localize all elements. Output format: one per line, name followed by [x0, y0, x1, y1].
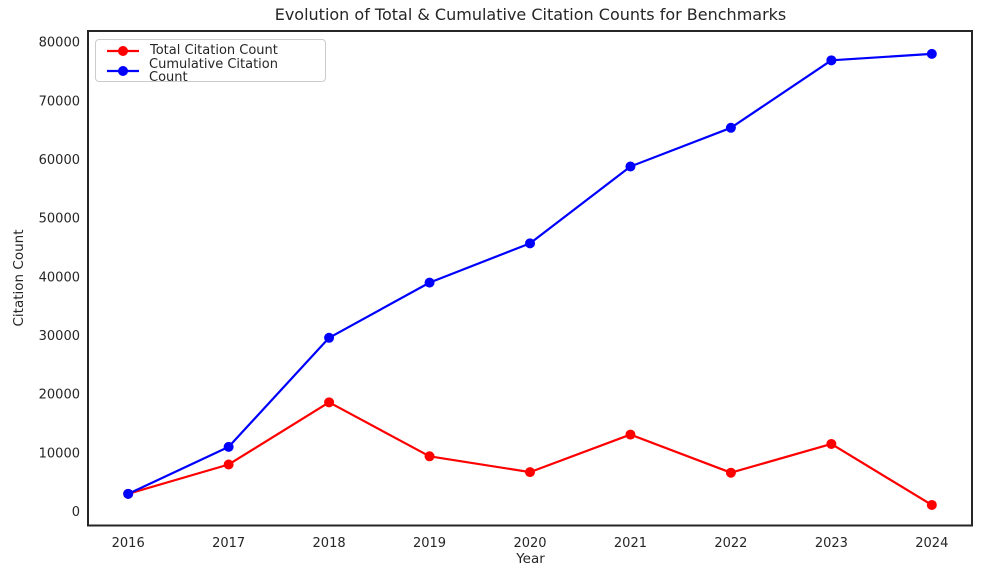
- data-point-marker: [223, 459, 234, 470]
- y-tick-label: 80000: [39, 36, 80, 51]
- data-point-marker: [424, 277, 435, 288]
- y-axis-label: Citation Count: [11, 229, 27, 327]
- legend-item-cumulative: Cumulative Citation Count: [105, 58, 316, 84]
- legend-label-total: Total Citation Count: [150, 43, 278, 58]
- data-point-marker: [525, 467, 535, 478]
- data-point-marker: [725, 122, 736, 133]
- x-tick-label: 2019: [413, 536, 446, 551]
- plot-frame: [87, 30, 973, 527]
- x-tick-label: 2024: [915, 536, 948, 551]
- x-axis-label: Year: [516, 551, 545, 567]
- data-point-marker: [123, 488, 134, 499]
- data-point-marker: [625, 161, 636, 172]
- data-point-marker: [424, 451, 435, 462]
- legend-item-total: Total Citation Count: [105, 44, 316, 57]
- series-line-total: [127, 401, 933, 507]
- y-tick-label: 40000: [39, 270, 80, 285]
- y-tick-label: 0: [72, 505, 80, 520]
- x-tick-label: 2022: [714, 536, 747, 551]
- data-point-marker: [625, 429, 636, 440]
- y-tick-label: 10000: [39, 446, 80, 461]
- y-tick-label: 50000: [39, 212, 80, 227]
- data-point-marker: [223, 441, 234, 452]
- chart-title: Evolution of Total & Cumulative Citation…: [274, 5, 787, 24]
- data-point-marker: [324, 332, 335, 343]
- data-point-marker: [324, 397, 335, 408]
- legend-line-marker-red-icon: [107, 45, 139, 56]
- x-tick-label: 2016: [112, 536, 145, 551]
- data-point-marker: [926, 499, 937, 510]
- legend: Total Citation Count Cumulative Citation…: [95, 39, 326, 84]
- y-tick-label: 70000: [39, 94, 80, 109]
- y-tick-label: 60000: [39, 153, 80, 168]
- legend-line-marker-blue-icon: [107, 66, 139, 76]
- data-point-marker: [826, 55, 837, 66]
- x-tick-label: 2023: [815, 536, 848, 551]
- data-point-marker: [926, 48, 937, 59]
- x-tick-label: 2017: [212, 536, 245, 551]
- y-tick-label: 30000: [39, 329, 80, 344]
- x-tick-label: 2020: [513, 536, 546, 551]
- legend-label-cumulative: Cumulative Citation Count: [149, 57, 278, 85]
- data-point-marker: [525, 238, 535, 249]
- y-tick-label: 20000: [39, 388, 80, 403]
- x-tick-label: 2018: [313, 536, 346, 551]
- data-point-marker: [826, 438, 837, 449]
- x-tick-label: 2021: [614, 536, 647, 551]
- data-point-marker: [725, 467, 736, 478]
- series-line-cumulative: [127, 52, 933, 495]
